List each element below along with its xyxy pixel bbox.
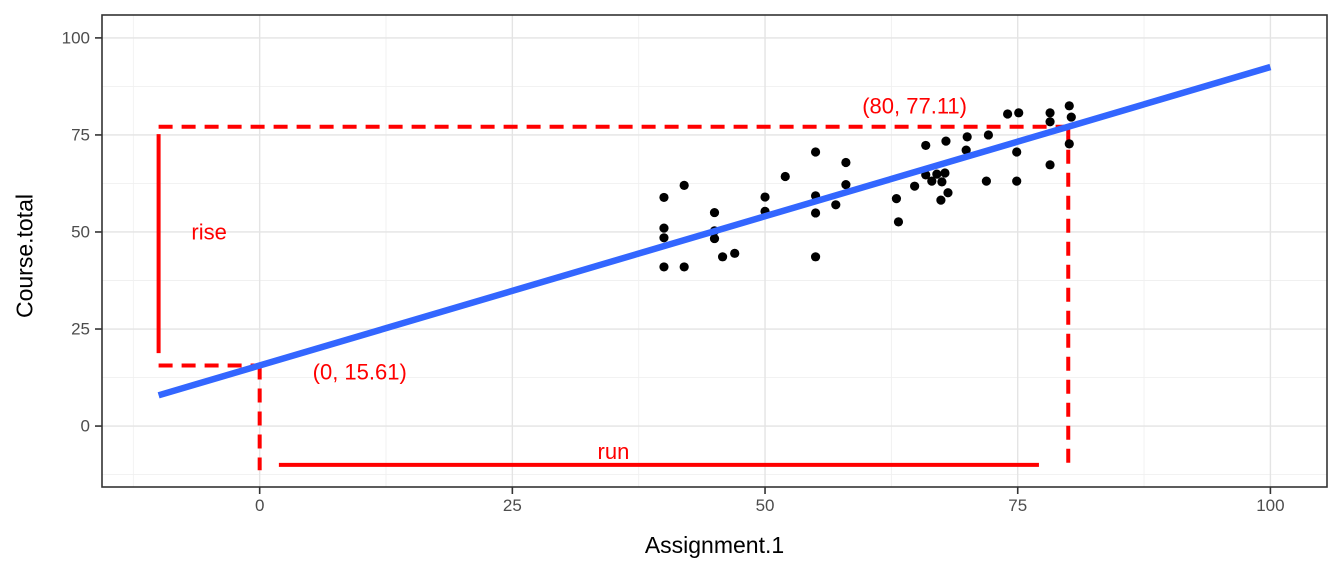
data-point [1014,108,1024,118]
x-tick-label: 25 [503,496,522,515]
data-point [921,140,931,151]
y-tick-label: 50 [71,222,90,241]
y-tick-label: 0 [81,417,90,436]
data-point [1045,108,1055,118]
data-point [659,192,669,203]
y-axis-title: Course.total [11,193,38,319]
data-point [659,233,669,243]
data-point [1045,117,1055,127]
data-point [709,207,720,218]
data-point [962,132,972,142]
data-point [943,188,953,198]
data-point [841,180,851,190]
panel-border [101,14,1328,488]
regression-line [157,63,1272,399]
plot-panel [102,15,1327,487]
y-tick-label: 75 [71,125,90,144]
data-point [940,168,950,178]
data-point [1064,101,1074,111]
y-tick-label: 25 [71,320,90,339]
data-point [659,262,669,272]
data-point [981,176,991,186]
data-point [936,195,946,205]
annotation-run-label: run [598,439,630,464]
data-point [679,180,689,191]
data-point [1003,109,1013,119]
annotation-slope-point-label: (80, 77.11) [862,94,967,119]
data-point [983,130,994,140]
data-point [961,145,971,155]
data-point [1064,139,1074,149]
data-point [1012,147,1022,157]
data-point [831,200,841,210]
data-point [937,177,947,187]
data-point [780,171,790,182]
data-point [1012,176,1022,186]
data-point [709,233,720,244]
data-point [760,192,770,202]
x-axis-title: Assignment.1 [644,532,785,558]
data-point [1066,112,1076,122]
data-point [1045,160,1055,170]
data-point [927,176,937,186]
data-point [910,181,920,191]
data-point [810,147,821,157]
annotation-rise-label: rise [191,219,226,244]
data-point [941,136,951,146]
data-point [679,262,689,272]
data-point [730,248,740,258]
data-point [810,252,821,262]
data-point [932,169,942,179]
x-tick-label: 75 [1008,496,1027,515]
x-tick-label: 100 [1256,496,1284,515]
data-point [810,208,821,218]
y-tick-label: 100 [62,28,90,47]
annotation-intercept-point-label: (0, 15.61) [313,360,407,385]
x-tick-label: 0 [255,496,264,515]
data-point [717,252,728,262]
data-point [841,157,851,168]
data-point [893,217,904,227]
x-tick-label: 50 [756,496,775,515]
data-point [891,193,902,204]
data-point [659,223,669,233]
